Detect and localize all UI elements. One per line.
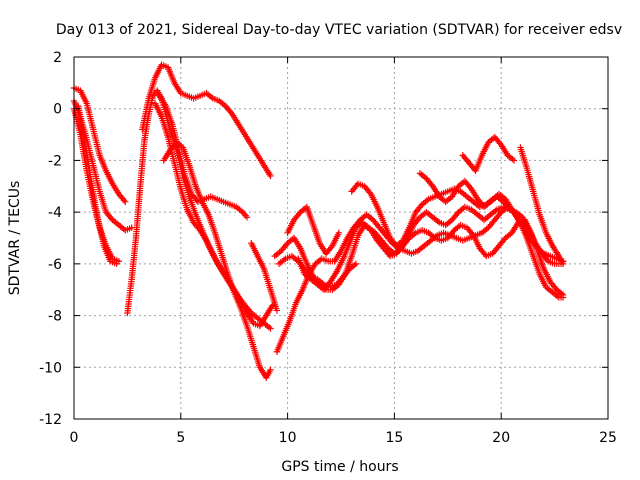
y-tick-label: -6 xyxy=(48,257,62,273)
data-point xyxy=(352,260,360,268)
x-axis-label: GPS time / hours xyxy=(281,459,398,475)
data-point xyxy=(559,260,567,268)
data-point xyxy=(267,325,274,332)
y-tick-label: -12 xyxy=(39,412,62,428)
data-series-14 xyxy=(284,203,343,257)
y-tick-label: -10 xyxy=(39,360,62,376)
x-tick-label: 10 xyxy=(279,430,297,446)
y-tick-label: 2 xyxy=(53,50,62,66)
data-point xyxy=(335,229,343,237)
data-series-10 xyxy=(248,239,281,314)
data-series-18 xyxy=(459,133,518,174)
x-tick-label: 5 xyxy=(176,430,185,446)
data-point xyxy=(267,366,274,374)
data-point xyxy=(113,260,120,268)
data-point xyxy=(273,307,281,314)
plot-data xyxy=(70,61,567,381)
data-series-16 xyxy=(348,180,567,265)
y-tick-label: 0 xyxy=(53,102,62,118)
axis-ticks xyxy=(73,56,609,420)
data-series-19 xyxy=(517,144,567,268)
y-tick-label: -2 xyxy=(48,153,62,169)
data-point xyxy=(510,157,518,164)
data-series-17 xyxy=(416,170,513,213)
y-tick-label: -8 xyxy=(48,309,62,325)
data-point xyxy=(267,172,274,180)
x-tick-label: 15 xyxy=(385,430,403,446)
data-series-4 xyxy=(75,102,120,268)
data-point xyxy=(559,291,567,299)
data-point xyxy=(243,214,251,221)
x-tick-label: 0 xyxy=(70,430,79,446)
data-series-11 xyxy=(273,203,567,355)
y-tick-label: -4 xyxy=(48,205,62,221)
plot-frame xyxy=(73,56,609,420)
data-series-8 xyxy=(156,92,251,221)
y-axis-label: SDTVAR / TECUs xyxy=(7,181,23,296)
data-series-6 xyxy=(139,61,274,180)
chart-title: Day 013 of 2021, Sidereal Day-to-day VTE… xyxy=(56,22,622,38)
data-point xyxy=(506,206,513,213)
data-point xyxy=(122,198,129,205)
x-tick-label: 20 xyxy=(492,430,510,446)
x-tick-label: 25 xyxy=(599,430,617,446)
data-series-9 xyxy=(151,100,274,332)
